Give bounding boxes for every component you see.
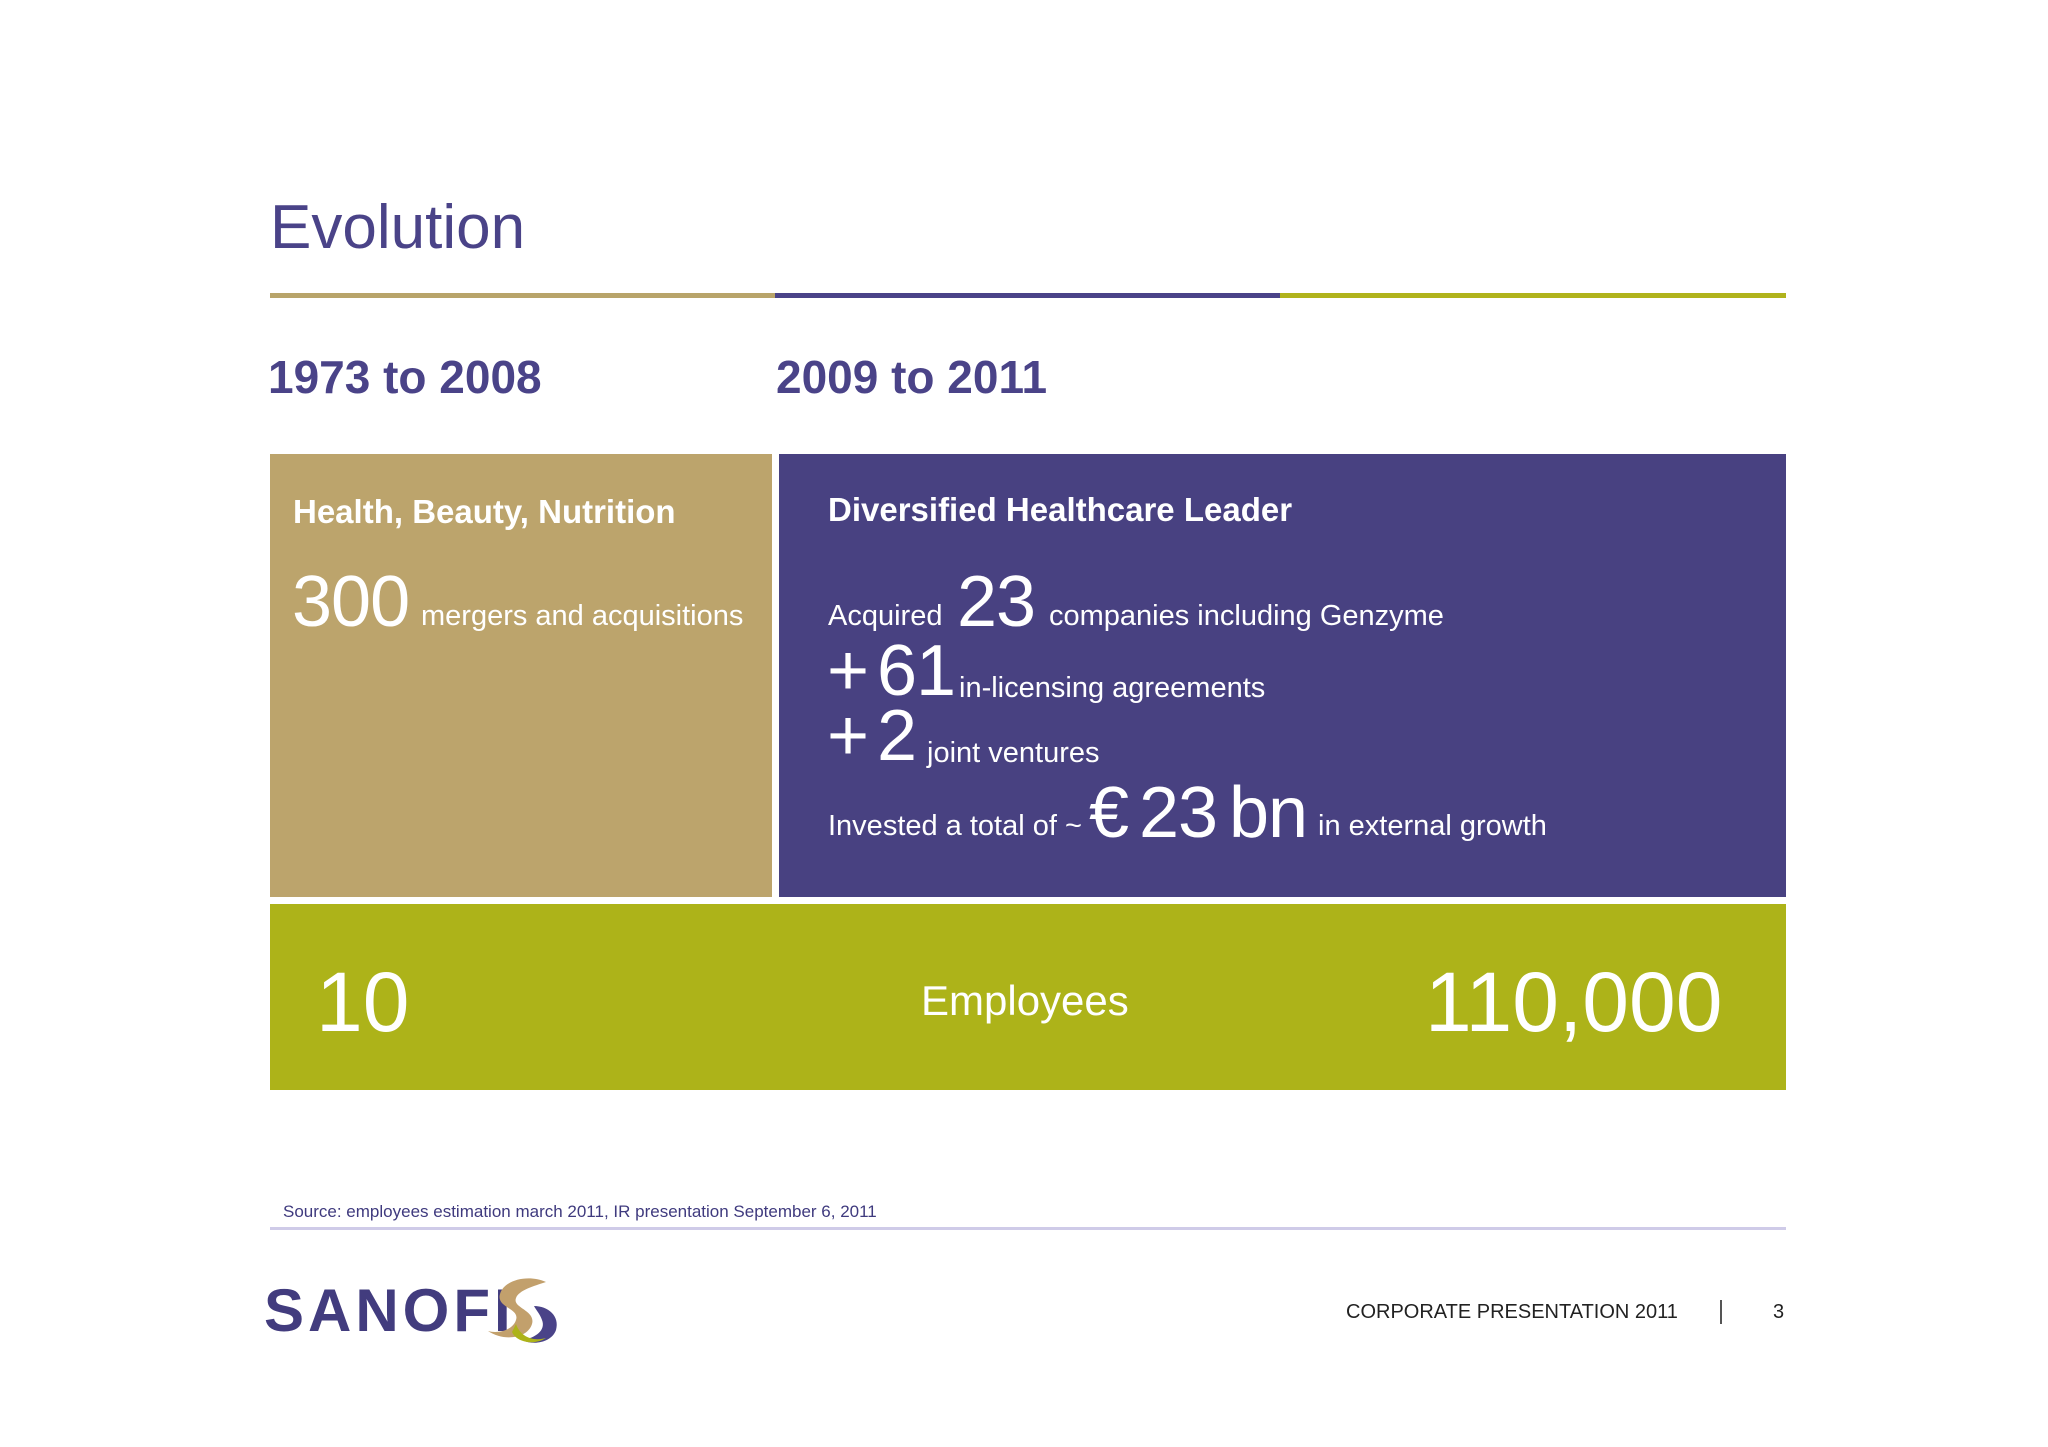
source-divider xyxy=(270,1227,1786,1230)
invest-currency: € xyxy=(1089,773,1129,853)
licensing-plus: + xyxy=(827,631,869,711)
sanofi-swirl-icon xyxy=(488,1278,557,1343)
panel-heading: Health, Beauty, Nutrition xyxy=(293,493,676,530)
employees-label: Employees xyxy=(921,977,1129,1024)
invest-amount: 23 xyxy=(1139,773,1218,853)
period-heading-first: 1973 to 2008 xyxy=(268,351,542,403)
title-rule-olive xyxy=(1280,293,1786,298)
title-rule-purple xyxy=(775,293,1280,298)
jv-label: joint ventures xyxy=(927,737,1100,769)
page-number: 3 xyxy=(1773,1301,1785,1323)
health-beauty-nutrition-panel: Health, Beauty, Nutrition 300 mergers an… xyxy=(270,454,772,897)
invest-prefix: Invested a total of ~ xyxy=(828,810,1082,842)
acquired-prefix: Acquired xyxy=(828,600,943,632)
footer-presentation-label: CORPORATE PRESENTATION 2011 xyxy=(1346,1301,1678,1323)
invest-suffix: in external growth xyxy=(1318,810,1547,842)
slide-title: Evolution xyxy=(270,193,526,262)
employees-end: 110,000 xyxy=(1425,955,1723,1049)
footer-separator xyxy=(1720,1300,1722,1324)
mergers-count: 300 xyxy=(292,562,410,642)
invest-unit: bn xyxy=(1229,773,1308,853)
period-heading-second: 2009 to 2011 xyxy=(776,351,1048,403)
licensing-label: in-licensing agreements xyxy=(959,672,1266,704)
employees-band: 10 Employees 110,000 xyxy=(270,904,1786,1090)
diversified-healthcare-panel: Diversified Healthcare Leader Acquired 2… xyxy=(779,454,1786,897)
source-note: Source: employees estimation march 2011,… xyxy=(283,1202,877,1221)
licensing-count: 61 xyxy=(877,631,956,711)
title-rule-tan xyxy=(270,293,775,298)
acquired-count: 23 xyxy=(957,562,1036,642)
mergers-label: mergers and acquisitions xyxy=(421,600,744,632)
sanofi-logo-text: SANOFI xyxy=(264,1277,515,1344)
employees-start: 10 xyxy=(316,955,410,1049)
jv-plus: + xyxy=(827,696,869,776)
acquired-suffix: companies including Genzyme xyxy=(1049,600,1444,632)
panel-heading: Diversified Healthcare Leader xyxy=(828,491,1293,528)
jv-count: 2 xyxy=(877,696,917,776)
